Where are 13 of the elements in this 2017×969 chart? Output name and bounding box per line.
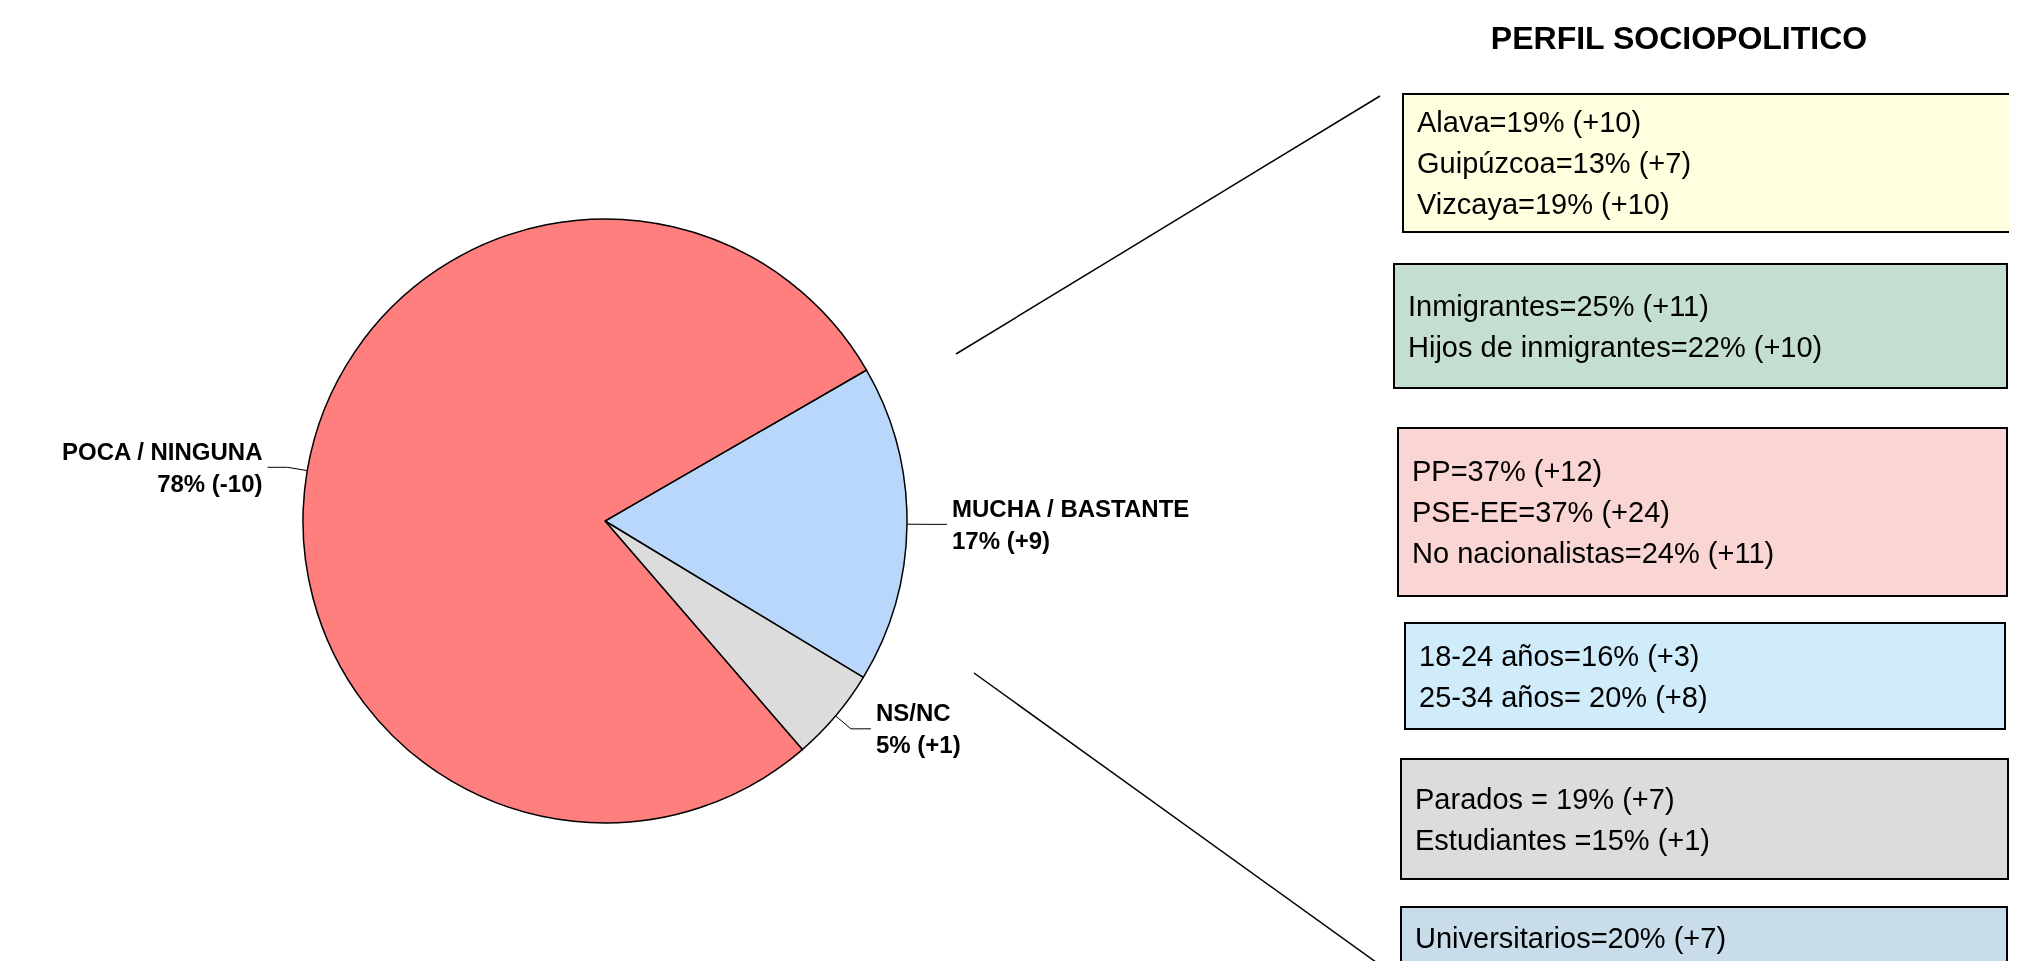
text: PERFIL SOCIOPOLITICO	[1490, 20, 1868, 56]
text: Inmigrantes=25% (+11) Hijos de inmigrantes=22% (+10)	[1408, 289, 1823, 363]
slice-label: POCA / NINGUNA	[62, 437, 263, 465]
text: PP=37% (+12) PSE-EE=37% (+24) No nacionalistas=24% (+11)	[1412, 455, 1775, 569]
slice-label: MUCHA / BASTANTE	[951, 494, 1190, 522]
text: 18-24 años=16% (+3) 25-34 años= 20% (+8)	[1419, 639, 1708, 713]
data-label: 78% (-10)	[157, 469, 263, 497]
data-label: 17% (+9)	[951, 526, 1051, 554]
slice-label: NS/NC	[875, 699, 951, 727]
text: Alava=19% (+10) Guipúzcoa=13% (+7) Vizcaya=19% (+10)	[1417, 106, 1692, 220]
text: Universitarios=20% (+7)	[1415, 921, 1727, 954]
data-label: 5% (+1)	[875, 731, 961, 759]
text: Parados = 19% (+7) Estudiantes =15% (+1)	[1415, 782, 1711, 856]
